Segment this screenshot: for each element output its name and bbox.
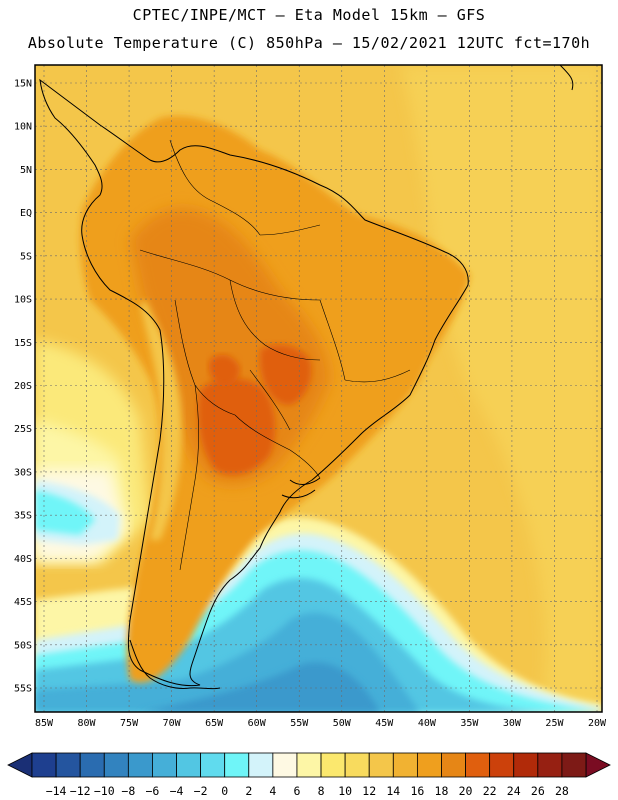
- colorbar-swatch: [272, 752, 298, 778]
- colorbar-tick-label: 18: [435, 784, 449, 798]
- longitude-label: 70W: [163, 718, 182, 729]
- country-borders: [139, 139, 411, 571]
- longitude-labels: 85W 80W 75W 70W 65W 60W 55W 50W 45W 40W 35W 30W 25W 2…: [35, 718, 607, 729]
- colorbar-swatch: [127, 752, 153, 778]
- latitude-label: 55S: [14, 684, 32, 695]
- colorbar-tick-label: −4: [170, 784, 184, 798]
- longitude-label: 25W: [545, 718, 564, 729]
- colorbar-tick-label: −14: [46, 784, 67, 798]
- latitude-label: 45S: [14, 597, 32, 608]
- colorbar-swatch: [55, 752, 81, 778]
- colorbar-swatch: [392, 752, 418, 778]
- colorbar-swatch: [416, 752, 442, 778]
- colorbar-tick-label: 28: [555, 784, 569, 798]
- coastlines: [39, 65, 574, 690]
- latitude-label: EQ: [20, 208, 32, 219]
- colorbar-swatch: [31, 752, 57, 778]
- map-frame: [34, 64, 603, 713]
- longitude-label: 60W: [248, 718, 267, 729]
- colorbar-swatch: [441, 752, 466, 778]
- colorbar-swatch: [200, 752, 226, 778]
- latitude-label: 15S: [14, 338, 32, 349]
- colorbar-tick-label: 24: [507, 784, 521, 798]
- latitude-label: 15N: [14, 79, 32, 90]
- longitude-label: 40W: [418, 718, 437, 729]
- colorbar-swatch: [537, 752, 563, 778]
- longitude-label: 45W: [375, 718, 394, 729]
- longitude-label: 85W: [35, 718, 54, 729]
- colorbar-swatch: [79, 752, 105, 778]
- colorbar-tick-label: 0: [221, 784, 228, 798]
- latitude-label: 50S: [14, 640, 32, 651]
- longitude-label: 20W: [588, 718, 607, 729]
- colorbar-tick-label: 14: [386, 784, 400, 798]
- colorbar-swatch: [296, 752, 322, 778]
- chart-title-line-1: CPTEC/INPE/MCT – Eta Model 15km – GFS: [132, 6, 486, 24]
- colorbar-tick-label: 16: [410, 784, 424, 798]
- colorbar-swatch: [152, 752, 177, 778]
- colorbar-tick-label: 12: [362, 784, 376, 798]
- longitude-label: 80W: [78, 718, 97, 729]
- colorbar-tick-label: −8: [121, 784, 135, 798]
- latitude-label: 30S: [14, 467, 32, 478]
- colorbar-swatch: [224, 752, 250, 778]
- colorbar-arrow-low: [7, 752, 33, 778]
- colorbar-tick-label: 2: [245, 784, 252, 798]
- latitude-label: 5S: [20, 251, 32, 262]
- colorbar-swatch: [344, 752, 370, 778]
- colorbar-tick-label: −10: [94, 784, 115, 798]
- colorbar-swatch: [513, 752, 539, 778]
- longitude-label: 35W: [460, 718, 479, 729]
- colorbar-tick-label: 20: [459, 784, 473, 798]
- latitude-label: 25S: [14, 424, 32, 435]
- colorbar-swatch: [561, 752, 587, 778]
- colorbar-tick-label: 8: [318, 784, 325, 798]
- colorbar-tick-label: −6: [146, 784, 160, 798]
- colorbar-swatch: [103, 752, 129, 778]
- longitude-label: 30W: [503, 718, 522, 729]
- longitude-label: 65W: [205, 718, 224, 729]
- colorbar-tick-label: −2: [194, 784, 208, 798]
- temperature-field: [35, 65, 602, 712]
- latitude-labels: 15N 10N 5N EQ 5S 10S 15S 20S 25S 30S 35S 40S 45S 50S 5…: [14, 79, 32, 695]
- colorbar-swatch: [368, 752, 394, 778]
- colorbar-swatch: [176, 752, 202, 778]
- colorbar-tick-label: 6: [293, 784, 300, 798]
- latitude-label: 40S: [14, 554, 32, 565]
- colorbar-arrow-high: [585, 752, 611, 778]
- longitude-label: 55W: [290, 718, 309, 729]
- latitude-label: 10N: [14, 122, 32, 133]
- colorbar-tick-label: 26: [531, 784, 545, 798]
- colorbar-tick-label: 22: [483, 784, 497, 798]
- colorbar: −14 −12 −10 −8 −6 −4 −2 0 2 4 6 8 10 12 14 16 18 20 22 24 26…: [7, 752, 611, 798]
- latitude-label: 20S: [14, 381, 32, 392]
- colorbar-swatch: [465, 752, 491, 778]
- longitude-label: 75W: [120, 718, 139, 729]
- colorbar-swatch: [248, 752, 274, 778]
- colorbar-swatch: [489, 752, 515, 778]
- chart-title-line-2: Absolute Temperature (C) 850hPa – 15/02/…: [27, 34, 591, 52]
- colorbar-swatch: [320, 752, 346, 778]
- latitude-label: 35S: [14, 511, 32, 522]
- longitude-label: 50W: [333, 718, 352, 729]
- latitude-label: 10S: [14, 295, 32, 306]
- latitude-label: 5N: [20, 165, 32, 176]
- colorbar-tick-label: 10: [338, 784, 352, 798]
- colorbar-tick-label: 4: [269, 784, 276, 798]
- colorbar-tick-label: −12: [70, 784, 91, 798]
